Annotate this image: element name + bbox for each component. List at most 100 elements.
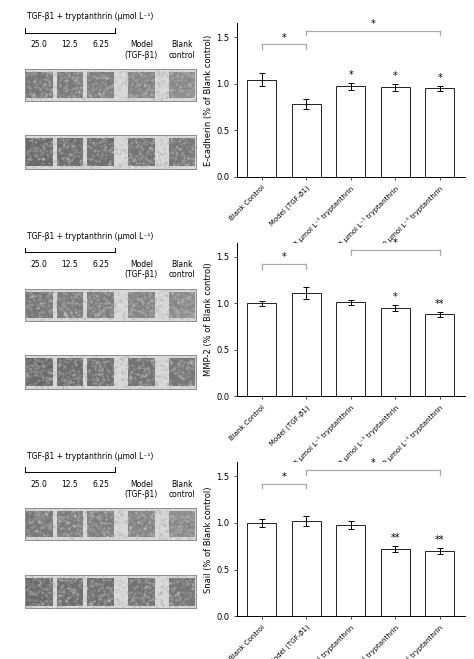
FancyBboxPatch shape [87, 358, 114, 386]
Text: 12.5: 12.5 [62, 260, 78, 269]
Bar [337, 525, 365, 616]
FancyBboxPatch shape [129, 301, 154, 308]
Text: Blank
control: Blank control [169, 480, 195, 499]
FancyBboxPatch shape [88, 301, 113, 308]
Bar [425, 551, 454, 616]
Y-axis label: Snail (% of Blank control): Snail (% of Blank control) [204, 486, 213, 592]
Text: TGF-β1 + tryptanthrin (μmol L⁻¹): TGF-β1 + tryptanthrin (μmol L⁻¹) [27, 451, 154, 461]
FancyBboxPatch shape [87, 291, 114, 318]
FancyBboxPatch shape [25, 509, 196, 540]
FancyBboxPatch shape [88, 368, 113, 376]
Text: *: * [371, 18, 375, 28]
FancyBboxPatch shape [129, 368, 154, 376]
FancyBboxPatch shape [57, 511, 83, 538]
FancyBboxPatch shape [170, 301, 194, 308]
Text: *: * [371, 458, 375, 468]
FancyBboxPatch shape [170, 521, 194, 529]
Text: *: * [393, 239, 398, 248]
FancyBboxPatch shape [25, 355, 196, 389]
FancyBboxPatch shape [128, 358, 155, 386]
FancyBboxPatch shape [170, 587, 194, 596]
FancyBboxPatch shape [58, 148, 82, 156]
FancyBboxPatch shape [26, 72, 53, 98]
FancyBboxPatch shape [27, 148, 52, 156]
Text: 6.25: 6.25 [92, 260, 109, 269]
FancyBboxPatch shape [128, 72, 155, 98]
Text: TGF-β1 + tryptanthrin (μmol L⁻¹): TGF-β1 + tryptanthrin (μmol L⁻¹) [27, 232, 154, 241]
FancyBboxPatch shape [27, 521, 52, 529]
Y-axis label: E-cadherin (% of Blank control): E-cadherin (% of Blank control) [204, 34, 213, 165]
FancyBboxPatch shape [25, 69, 196, 101]
Text: Blank
control: Blank control [169, 40, 195, 59]
Text: 12.5: 12.5 [62, 40, 78, 49]
FancyBboxPatch shape [128, 577, 155, 606]
FancyBboxPatch shape [169, 138, 195, 166]
FancyBboxPatch shape [88, 148, 113, 156]
FancyBboxPatch shape [27, 301, 52, 308]
Text: 25.0: 25.0 [31, 40, 48, 49]
FancyBboxPatch shape [26, 577, 53, 606]
FancyBboxPatch shape [88, 587, 113, 596]
FancyBboxPatch shape [169, 291, 195, 318]
Text: 6.25: 6.25 [92, 480, 109, 488]
Bar [381, 549, 410, 616]
Text: **: ** [435, 535, 445, 546]
FancyBboxPatch shape [58, 587, 82, 596]
FancyBboxPatch shape [128, 138, 155, 166]
FancyBboxPatch shape [58, 301, 82, 308]
FancyBboxPatch shape [128, 291, 155, 318]
Text: **: ** [391, 534, 400, 544]
FancyBboxPatch shape [58, 368, 82, 376]
Bar [292, 521, 321, 616]
FancyBboxPatch shape [169, 511, 195, 538]
FancyBboxPatch shape [57, 577, 83, 606]
FancyBboxPatch shape [87, 72, 114, 98]
FancyBboxPatch shape [26, 138, 53, 166]
Text: Model
(TGF-β1): Model (TGF-β1) [125, 260, 158, 279]
FancyBboxPatch shape [169, 577, 195, 606]
FancyBboxPatch shape [26, 358, 53, 386]
FancyBboxPatch shape [27, 81, 52, 89]
FancyBboxPatch shape [88, 81, 113, 89]
FancyBboxPatch shape [129, 521, 154, 529]
FancyBboxPatch shape [58, 521, 82, 529]
FancyBboxPatch shape [87, 138, 114, 166]
Text: *: * [348, 70, 353, 80]
Bar [337, 86, 365, 177]
FancyBboxPatch shape [129, 148, 154, 156]
FancyBboxPatch shape [27, 587, 52, 596]
Text: 25.0: 25.0 [31, 260, 48, 269]
Text: 12.5: 12.5 [62, 480, 78, 488]
Text: *: * [393, 71, 398, 81]
FancyBboxPatch shape [27, 368, 52, 376]
FancyBboxPatch shape [87, 577, 114, 606]
Text: Blank
control: Blank control [169, 260, 195, 279]
Bar [247, 303, 276, 397]
Bar [337, 302, 365, 397]
Text: *: * [282, 472, 286, 482]
Text: *: * [282, 252, 286, 262]
FancyBboxPatch shape [170, 148, 194, 156]
FancyBboxPatch shape [128, 511, 155, 538]
Text: 6.25: 6.25 [92, 40, 109, 49]
Bar [381, 88, 410, 177]
FancyBboxPatch shape [57, 291, 83, 318]
FancyBboxPatch shape [169, 358, 195, 386]
FancyBboxPatch shape [26, 291, 53, 318]
FancyBboxPatch shape [26, 511, 53, 538]
Y-axis label: MMP-2 (% of Blank control): MMP-2 (% of Blank control) [204, 263, 213, 376]
Bar [425, 88, 454, 177]
FancyBboxPatch shape [87, 511, 114, 538]
FancyBboxPatch shape [57, 138, 83, 166]
Text: *: * [438, 72, 442, 83]
FancyBboxPatch shape [57, 358, 83, 386]
Bar [247, 80, 276, 177]
Text: **: ** [435, 299, 445, 309]
Bar [381, 308, 410, 397]
FancyBboxPatch shape [170, 81, 194, 89]
FancyBboxPatch shape [25, 289, 196, 320]
Text: TGF-β1 + tryptanthrin (μmol L⁻¹): TGF-β1 + tryptanthrin (μmol L⁻¹) [27, 12, 154, 21]
Bar [247, 523, 276, 616]
Bar [292, 293, 321, 397]
Text: *: * [282, 33, 286, 43]
